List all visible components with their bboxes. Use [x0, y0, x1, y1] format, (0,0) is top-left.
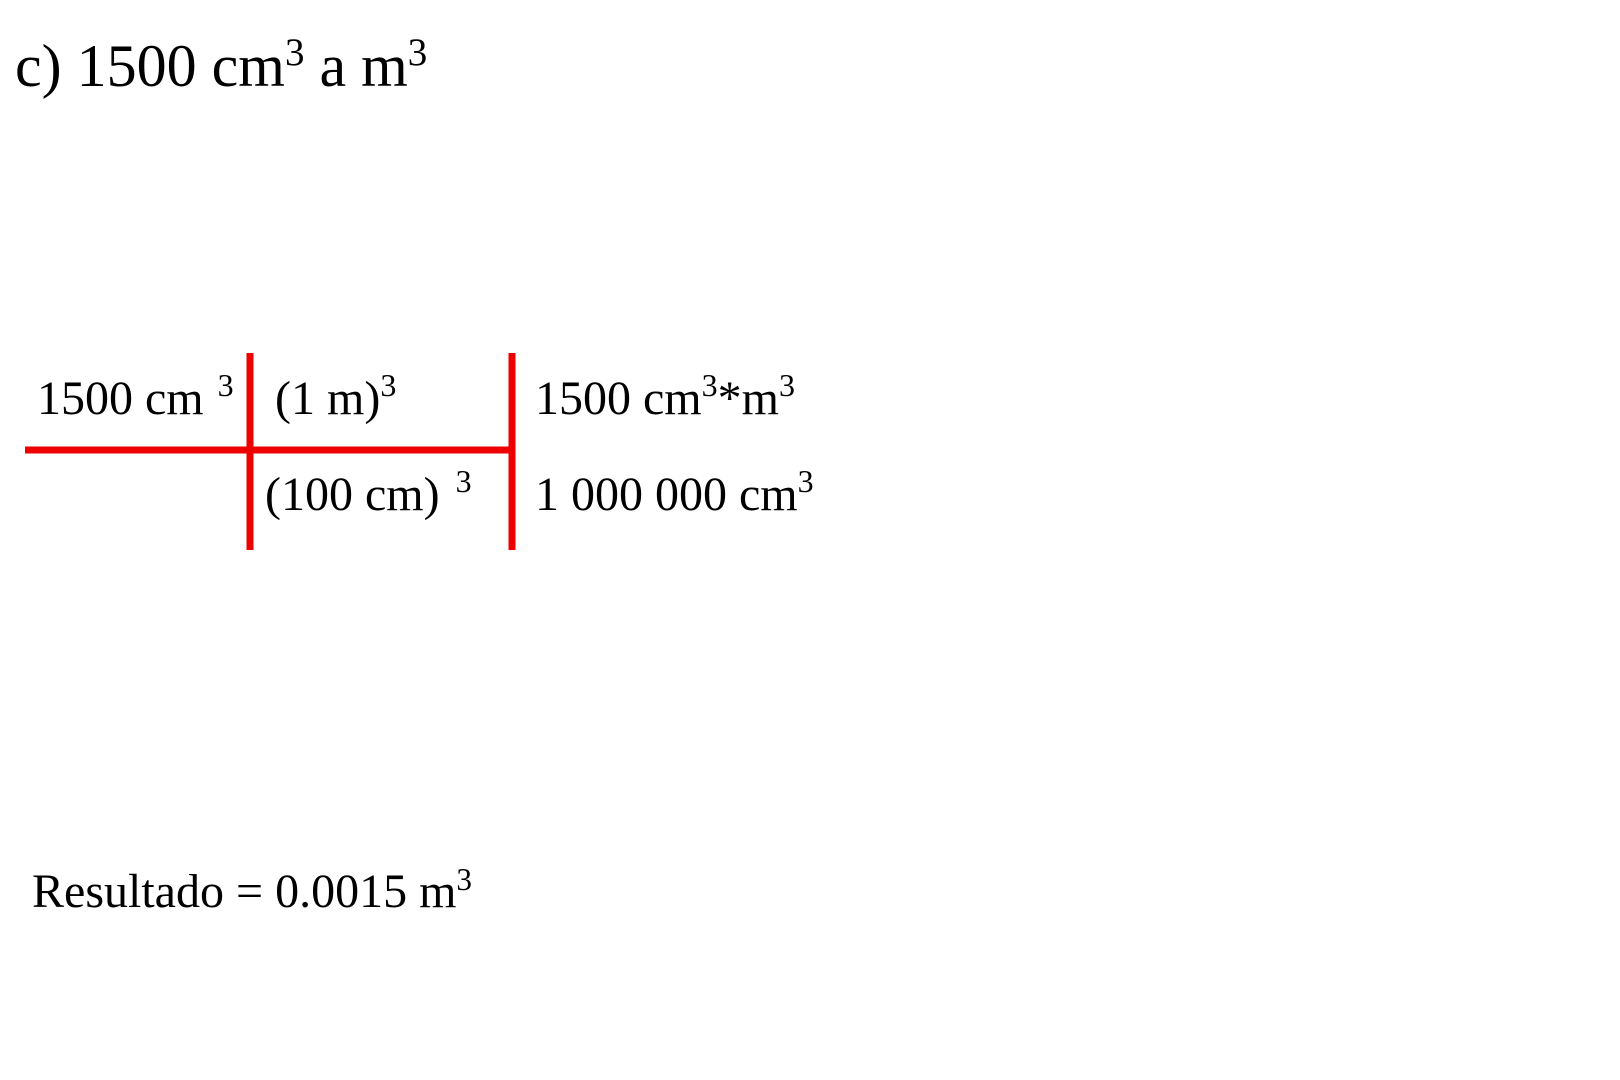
conversion-svg: 1500 cm 3 (1 m)3 (100 cm) 3 1500 cm3*m3 … [25, 350, 925, 560]
problem-from-exp: 3 [285, 31, 305, 74]
cell2-top: (1 m)3 [275, 367, 396, 425]
problem-to-exp: 3 [408, 31, 428, 74]
problem-value: 1500 [77, 33, 197, 99]
result-value: 0.0015 [275, 865, 407, 918]
result-label: Resultado [32, 865, 224, 918]
cell3-bottom: 1 000 000 cm3 [535, 463, 814, 521]
result-equals: = [236, 865, 263, 918]
problem-to-unit: m [361, 33, 408, 99]
problem-letter: c) [15, 33, 62, 99]
cell3-top: 1500 cm3*m3 [535, 367, 795, 425]
problem-from-unit: cm [212, 33, 285, 99]
cell2-bottom: (100 cm) 3 [265, 463, 472, 521]
result-line: Resultado = 0.0015 m3 [32, 864, 472, 919]
problem-statement: c) 1500 cm3 a m3 [15, 32, 427, 101]
problem-connector: a [319, 33, 346, 99]
result-exp: 3 [456, 862, 472, 897]
result-unit: m [419, 865, 456, 918]
conversion-diagram: 1500 cm 3 (1 m)3 (100 cm) 3 1500 cm3*m3 … [25, 350, 925, 560]
cell1-top: 1500 cm 3 [37, 367, 234, 425]
